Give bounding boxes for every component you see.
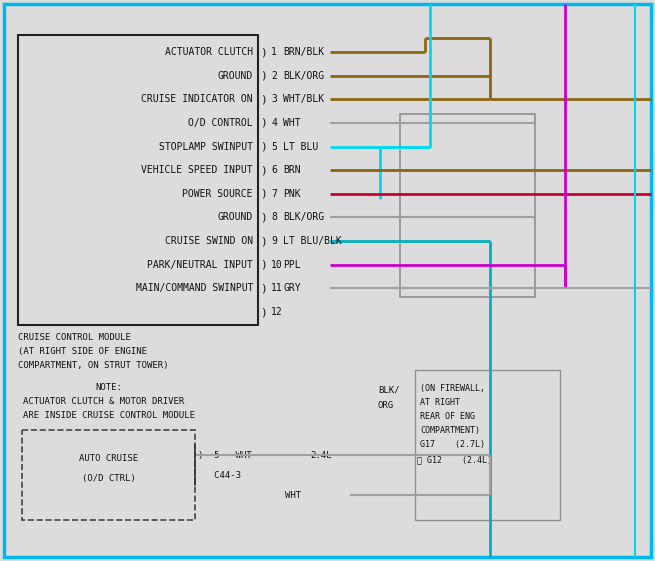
Text: GROUND: GROUND	[217, 213, 253, 223]
Text: PPL: PPL	[283, 260, 301, 270]
Text: WHT/BLK: WHT/BLK	[283, 94, 324, 104]
Text: PARK/NEUTRAL INPUT: PARK/NEUTRAL INPUT	[147, 260, 253, 270]
Text: AT RIGHT: AT RIGHT	[420, 398, 460, 407]
Text: BLK/: BLK/	[378, 385, 400, 394]
Text: ): )	[260, 260, 267, 270]
Text: BRN: BRN	[283, 165, 301, 175]
Bar	[22, 430, 195, 520]
Text: ACTUATOR CLUTCH: ACTUATOR CLUTCH	[165, 47, 253, 57]
Text: (ON FIREWALL,: (ON FIREWALL,	[420, 384, 485, 393]
Text: CRUISE CONTROL MODULE: CRUISE CONTROL MODULE	[18, 333, 131, 342]
Text: ): )	[260, 141, 267, 151]
Text: WHT: WHT	[283, 118, 301, 128]
Text: 3: 3	[271, 94, 277, 104]
Text: ): )	[260, 236, 267, 246]
Text: ⏚ G12    (2.4L): ⏚ G12 (2.4L)	[417, 455, 492, 464]
Text: ): )	[260, 165, 267, 175]
Text: BLK/ORG: BLK/ORG	[283, 213, 324, 223]
Text: C44-3: C44-3	[198, 471, 241, 480]
Text: GROUND: GROUND	[217, 71, 253, 81]
Text: (AT RIGHT SIDE OF ENGINE: (AT RIGHT SIDE OF ENGINE	[18, 347, 147, 356]
Text: VEHICLE SPEED INPUT: VEHICLE SPEED INPUT	[141, 165, 253, 175]
Text: ARE INSIDE CRUISE CONTROL MODULE: ARE INSIDE CRUISE CONTROL MODULE	[23, 411, 195, 420]
Bar	[400, 114, 535, 297]
Text: COMPARTMENT): COMPARTMENT)	[420, 426, 480, 435]
Text: 9: 9	[271, 236, 277, 246]
Text: GRY: GRY	[283, 283, 301, 293]
Text: ): )	[260, 307, 267, 317]
Text: 7: 7	[271, 189, 277, 199]
Text: O/D CONTROL: O/D CONTROL	[189, 118, 253, 128]
Text: ): )	[260, 118, 267, 128]
Text: ): )	[260, 283, 267, 293]
Text: ): )	[260, 213, 267, 223]
Text: 8: 8	[271, 213, 277, 223]
Text: COMPARTMENT, ON STRUT TOWER): COMPARTMENT, ON STRUT TOWER)	[18, 361, 168, 370]
Text: MAIN/COMMAND SWINPUT: MAIN/COMMAND SWINPUT	[136, 283, 253, 293]
Text: CRUISE SWIND ON: CRUISE SWIND ON	[165, 236, 253, 246]
Text: WHT: WHT	[285, 490, 301, 499]
Text: 6: 6	[271, 165, 277, 175]
Text: ): )	[260, 47, 267, 57]
Text: ORG: ORG	[378, 401, 394, 410]
Text: )  5   WHT: ) 5 WHT	[198, 450, 252, 459]
Text: 1: 1	[271, 47, 277, 57]
Text: BLK/ORG: BLK/ORG	[283, 71, 324, 81]
Text: 12: 12	[271, 307, 283, 317]
Text: POWER SOURCE: POWER SOURCE	[183, 189, 253, 199]
Text: BRN/BLK: BRN/BLK	[283, 47, 324, 57]
Text: AUTO CRUISE: AUTO CRUISE	[79, 453, 138, 462]
Text: 4: 4	[271, 118, 277, 128]
Text: LT BLU: LT BLU	[283, 141, 318, 151]
Text: ): )	[260, 189, 267, 199]
Text: ): )	[260, 71, 267, 81]
Text: ): )	[260, 94, 267, 104]
Text: CRUISE INDICATOR ON: CRUISE INDICATOR ON	[141, 94, 253, 104]
Text: STOPLAMP SWINPUT: STOPLAMP SWINPUT	[159, 141, 253, 151]
Text: G17    (2.7L): G17 (2.7L)	[420, 440, 485, 449]
Text: ACTUATOR CLUTCH & MOTOR DRIVER: ACTUATOR CLUTCH & MOTOR DRIVER	[23, 397, 184, 406]
Text: LT BLU/BLK: LT BLU/BLK	[283, 236, 342, 246]
Text: 11: 11	[271, 283, 283, 293]
Bar	[415, 370, 560, 520]
Text: REAR OF ENG: REAR OF ENG	[420, 412, 475, 421]
Text: 10: 10	[271, 260, 283, 270]
Text: NOTE:: NOTE:	[95, 383, 122, 392]
Text: 5: 5	[271, 141, 277, 151]
Text: PNK: PNK	[283, 189, 301, 199]
Text: 2: 2	[271, 71, 277, 81]
Text: 2.4L: 2.4L	[310, 450, 331, 459]
Bar	[18, 35, 258, 325]
Text: (O/D CTRL): (O/D CTRL)	[82, 473, 136, 482]
